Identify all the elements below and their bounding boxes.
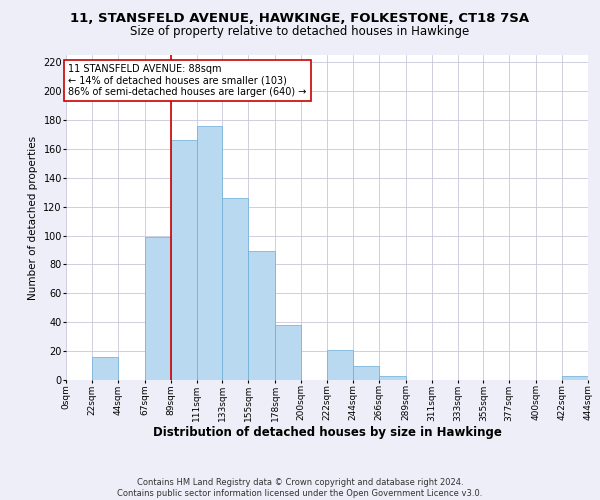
- Bar: [145, 237, 170, 380]
- Bar: [223, 198, 248, 380]
- Bar: [379, 376, 406, 380]
- Bar: [562, 376, 588, 380]
- Bar: [170, 140, 197, 380]
- Bar: [353, 366, 379, 380]
- X-axis label: Distribution of detached houses by size in Hawkinge: Distribution of detached houses by size …: [152, 426, 502, 439]
- Text: Size of property relative to detached houses in Hawkinge: Size of property relative to detached ho…: [130, 25, 470, 38]
- Y-axis label: Number of detached properties: Number of detached properties: [28, 136, 38, 300]
- Bar: [275, 325, 301, 380]
- Bar: [92, 357, 118, 380]
- Text: 11 STANSFELD AVENUE: 88sqm
← 14% of detached houses are smaller (103)
86% of sem: 11 STANSFELD AVENUE: 88sqm ← 14% of deta…: [68, 64, 307, 97]
- Bar: [327, 350, 353, 380]
- Text: Contains HM Land Registry data © Crown copyright and database right 2024.
Contai: Contains HM Land Registry data © Crown c…: [118, 478, 482, 498]
- Bar: [248, 252, 275, 380]
- Text: 11, STANSFELD AVENUE, HAWKINGE, FOLKESTONE, CT18 7SA: 11, STANSFELD AVENUE, HAWKINGE, FOLKESTO…: [70, 12, 530, 26]
- Bar: [197, 126, 223, 380]
